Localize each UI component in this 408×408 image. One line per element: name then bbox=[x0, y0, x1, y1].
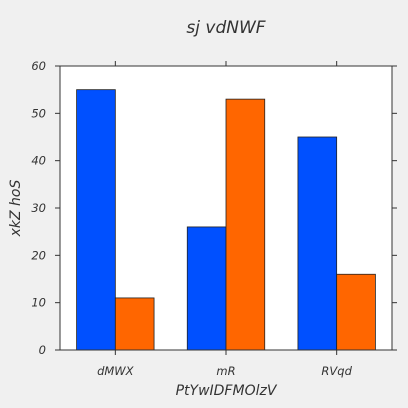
bar-mR-series-2 bbox=[225, 98, 266, 351]
bar-dMWX-series-1 bbox=[76, 89, 116, 351]
y-tick-label: 0 bbox=[39, 343, 46, 357]
x-tick-label: RVqd bbox=[321, 364, 352, 378]
x-tick-label: dMWX bbox=[97, 364, 135, 378]
y-tick-label: 40 bbox=[31, 154, 46, 168]
bar-dMWX-series-2 bbox=[114, 297, 155, 351]
ticks-layer: dMWX mR RVqd 0 10 20 30 40 50 60 bbox=[31, 59, 397, 378]
y-tick-label: 20 bbox=[31, 248, 46, 262]
y-axis-label: xkZ hoS bbox=[8, 180, 24, 238]
bar-RVqd-series-2 bbox=[336, 273, 376, 351]
bars-layer bbox=[76, 89, 376, 351]
y-tick-label: 60 bbox=[31, 59, 46, 73]
y-tick-label: 30 bbox=[31, 201, 46, 215]
y-tick-label: 10 bbox=[31, 296, 46, 310]
bar-RVqd-series-1 bbox=[297, 136, 338, 351]
x-axis-label: PtYwIDFMOlzV bbox=[176, 383, 278, 399]
chart-title: sj vdNWF bbox=[186, 18, 265, 38]
y-tick-label: 50 bbox=[31, 106, 46, 120]
bar-mR-series-1 bbox=[186, 226, 227, 351]
plot-frame bbox=[59, 65, 393, 351]
x-tick-label: mR bbox=[216, 364, 235, 378]
